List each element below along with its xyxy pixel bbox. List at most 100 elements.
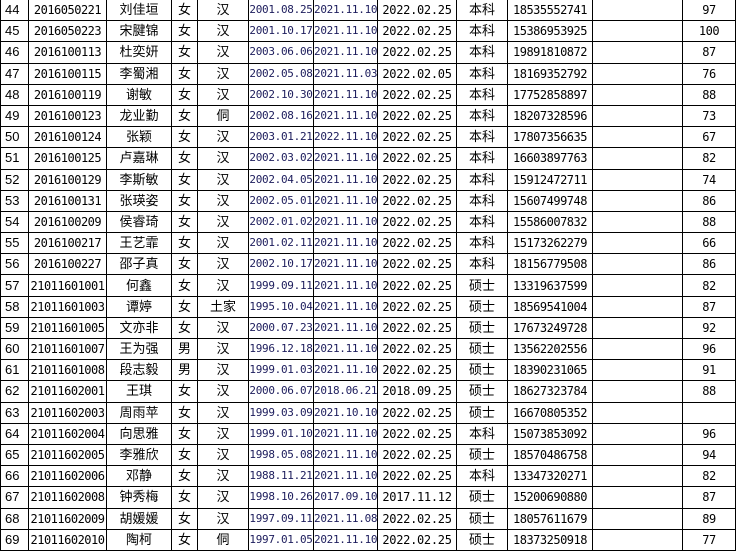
phone-cell[interactable]: 17807356635: [507, 126, 593, 149]
student-id-cell[interactable]: 2016100115: [28, 62, 107, 85]
date-cell[interactable]: 2021.11.10: [313, 465, 378, 488]
student-id-cell[interactable]: 2016100129: [28, 168, 107, 191]
row-number-cell[interactable]: 59: [0, 316, 29, 340]
phone-cell[interactable]: 15912472711: [507, 168, 593, 191]
phone-cell[interactable]: 18535552741: [507, 0, 593, 22]
row-number-cell[interactable]: 44: [0, 0, 29, 22]
score-cell[interactable]: 82: [682, 274, 736, 297]
phone-cell[interactable]: 18569541004: [507, 295, 593, 318]
score-cell[interactable]: 88: [682, 380, 736, 403]
phone-cell[interactable]: 17752858897: [507, 83, 593, 106]
degree-cell[interactable]: 本科: [456, 147, 508, 170]
row-number-cell[interactable]: 51: [0, 147, 29, 170]
birth-date-cell[interactable]: 1995.10.04: [248, 295, 314, 318]
gender-cell[interactable]: 女: [171, 443, 198, 467]
phone-cell[interactable]: 13347320271: [507, 465, 593, 488]
degree-cell[interactable]: 本科: [456, 189, 508, 212]
name-cell[interactable]: 周雨苹: [106, 401, 172, 424]
date-cell[interactable]: 2021.11.10: [313, 104, 378, 128]
note-cell[interactable]: [592, 210, 683, 234]
row-number-cell[interactable]: 60: [0, 337, 29, 361]
date-cell[interactable]: 2021.11.10: [313, 422, 378, 445]
birth-date-cell[interactable]: 2002.05.08: [248, 62, 314, 85]
degree-cell[interactable]: 本科: [456, 210, 508, 234]
name-cell[interactable]: 李蜀湘: [106, 62, 172, 85]
phone-cell[interactable]: 16670805352: [507, 401, 593, 424]
date-cell[interactable]: 2021.11.10: [313, 528, 378, 551]
score-cell[interactable]: 89: [682, 507, 736, 530]
row-number-cell[interactable]: 48: [0, 83, 29, 106]
gender-cell[interactable]: 女: [171, 41, 198, 64]
student-id-cell[interactable]: 21011601003: [28, 295, 107, 318]
date-cell[interactable]: 2021.11.10: [313, 232, 378, 255]
student-id-cell[interactable]: 21011602006: [28, 465, 107, 488]
birth-date-cell[interactable]: 2002.03.02: [248, 147, 314, 170]
graduation-date-cell[interactable]: 2022.02.25: [377, 0, 457, 22]
student-id-cell[interactable]: 2016100125: [28, 147, 107, 170]
degree-cell[interactable]: 硕士: [456, 507, 508, 530]
phone-cell[interactable]: 19891810872: [507, 41, 593, 64]
row-number-cell[interactable]: 62: [0, 380, 29, 403]
row-number-cell[interactable]: 69: [0, 528, 29, 551]
note-cell[interactable]: [592, 465, 683, 488]
ethnicity-cell[interactable]: 侗: [197, 528, 249, 551]
note-cell[interactable]: [592, 168, 683, 191]
row-number-cell[interactable]: 67: [0, 486, 29, 509]
student-id-cell[interactable]: 21011602005: [28, 443, 107, 467]
graduation-date-cell[interactable]: 2022.02.25: [377, 20, 457, 43]
note-cell[interactable]: [592, 41, 683, 64]
gender-cell[interactable]: 女: [171, 104, 198, 128]
score-cell[interactable]: 87: [682, 295, 736, 318]
graduation-date-cell[interactable]: 2022.02.25: [377, 253, 457, 276]
row-number-cell[interactable]: 58: [0, 295, 29, 318]
student-id-cell[interactable]: 21011601005: [28, 316, 107, 340]
name-cell[interactable]: 谭婷: [106, 295, 172, 318]
score-cell[interactable]: 91: [682, 359, 736, 382]
name-cell[interactable]: 宋腱锦: [106, 20, 172, 43]
student-id-cell[interactable]: 21011601001: [28, 274, 107, 297]
date-cell[interactable]: 2021.11.10: [313, 20, 378, 43]
date-cell[interactable]: 2021.10.10: [313, 401, 378, 424]
ethnicity-cell[interactable]: 汉: [197, 20, 249, 43]
score-cell[interactable]: 96: [682, 422, 736, 445]
row-number-cell[interactable]: 68: [0, 507, 29, 530]
name-cell[interactable]: 王为强: [106, 337, 172, 361]
row-number-cell[interactable]: 66: [0, 465, 29, 488]
phone-cell[interactable]: 18156779508: [507, 253, 593, 276]
gender-cell[interactable]: 女: [171, 168, 198, 191]
name-cell[interactable]: 李斯敏: [106, 168, 172, 191]
degree-cell[interactable]: 本科: [456, 253, 508, 276]
note-cell[interactable]: [592, 486, 683, 509]
gender-cell[interactable]: 女: [171, 83, 198, 106]
note-cell[interactable]: [592, 189, 683, 212]
phone-cell[interactable]: 16603897763: [507, 147, 593, 170]
student-id-cell[interactable]: 2016100217: [28, 232, 107, 255]
student-id-cell[interactable]: 21011601008: [28, 359, 107, 382]
student-id-cell[interactable]: 2016100227: [28, 253, 107, 276]
ethnicity-cell[interactable]: 汉: [197, 232, 249, 255]
graduation-date-cell[interactable]: 2022.02.25: [377, 41, 457, 64]
score-cell[interactable]: 92: [682, 316, 736, 340]
phone-cell[interactable]: 15386953925: [507, 20, 593, 43]
graduation-date-cell[interactable]: 2022.02.25: [377, 316, 457, 340]
ethnicity-cell[interactable]: 汉: [197, 465, 249, 488]
birth-date-cell[interactable]: 2003.01.21: [248, 126, 314, 149]
birth-date-cell[interactable]: 2000.06.07: [248, 380, 314, 403]
note-cell[interactable]: [592, 126, 683, 149]
degree-cell[interactable]: 硕士: [456, 380, 508, 403]
score-cell[interactable]: 66: [682, 232, 736, 255]
name-cell[interactable]: 邓静: [106, 465, 172, 488]
graduation-date-cell[interactable]: 2017.11.12: [377, 486, 457, 509]
degree-cell[interactable]: 本科: [456, 422, 508, 445]
ethnicity-cell[interactable]: 汉: [197, 189, 249, 212]
degree-cell[interactable]: 硕士: [456, 274, 508, 297]
gender-cell[interactable]: 女: [171, 528, 198, 551]
score-cell[interactable]: 87: [682, 41, 736, 64]
date-cell[interactable]: 2021.11.10: [313, 443, 378, 467]
note-cell[interactable]: [592, 232, 683, 255]
date-cell[interactable]: 2021.11.10: [313, 147, 378, 170]
phone-cell[interactable]: 18057611679: [507, 507, 593, 530]
degree-cell[interactable]: 本科: [456, 168, 508, 191]
gender-cell[interactable]: 女: [171, 20, 198, 43]
ethnicity-cell[interactable]: 汉: [197, 337, 249, 361]
